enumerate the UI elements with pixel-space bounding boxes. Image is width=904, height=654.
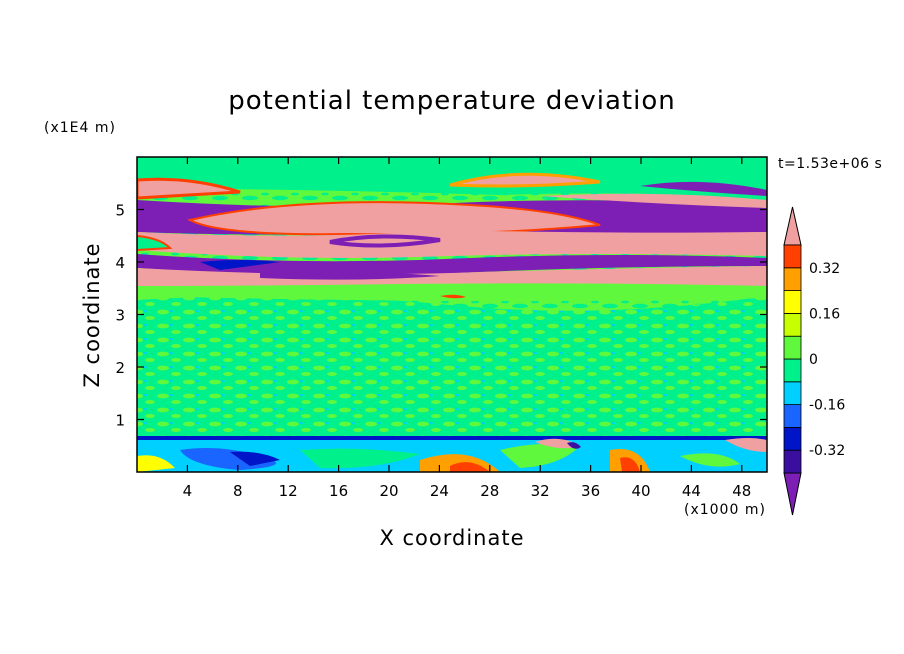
- contour-field: [137, 157, 767, 472]
- colorbar-segment: [783, 358, 802, 383]
- colorbar-segment: [783, 426, 802, 451]
- x-tick-label: 28: [480, 482, 499, 500]
- x-tick-label: 44: [682, 482, 701, 500]
- x-tick-label: 36: [581, 482, 600, 500]
- x-tick-label: 12: [279, 482, 298, 500]
- colorbar-max-arrow: [783, 206, 802, 246]
- time-label: t=1.53e+06 s: [778, 156, 883, 172]
- y-tick-label: 2: [115, 359, 125, 377]
- colorbar-segment: [783, 267, 802, 291]
- x-tick-label: 32: [531, 482, 550, 500]
- colorbar-segment: [783, 335, 802, 360]
- colorbar-tick-label: -0.32: [809, 443, 845, 459]
- y-axis: 1 2 3 4 5: [115, 202, 767, 430]
- colorbar-segment: [783, 312, 802, 337]
- colorbar-segment: [783, 244, 802, 269]
- colorbar-tick-label: 0.32: [809, 261, 840, 277]
- colorbar-segment: [783, 381, 802, 405]
- colorbar-segment: [783, 449, 802, 474]
- x-tick-label: 40: [631, 482, 650, 500]
- x-unit-label: (x1000 m): [684, 502, 766, 518]
- x-tick-label: 8: [233, 482, 243, 500]
- colorbar: 0.32 0.16 0 -0.16 -0.32: [783, 206, 845, 516]
- x-tick-label: 20: [379, 482, 398, 500]
- y-axis-label: Z coordinate: [80, 242, 104, 388]
- colorbar-tick-label: 0.16: [809, 306, 840, 322]
- positive-band-upper: [187, 201, 601, 236]
- x-tick-label: 24: [430, 482, 449, 500]
- positive-band-lowest: [137, 266, 767, 286]
- colorbar-min-arrow: [783, 472, 802, 516]
- colorbar-segment: [783, 290, 802, 314]
- y-tick-label: 3: [115, 307, 125, 325]
- positive-band-middle: [137, 230, 767, 258]
- x-axis: 4 8 12 16 20 24 28 32 36 40 44 48: [183, 157, 751, 500]
- y-tick-label: 5: [115, 202, 125, 220]
- mid-level-region: [137, 330, 767, 440]
- y-tick-label: 1: [115, 412, 125, 430]
- negative-band-lower: [137, 254, 767, 276]
- colorbar-tick-label: -0.16: [809, 398, 845, 414]
- chart-title: potential temperature deviation: [228, 86, 676, 116]
- y-unit-label: (x1E4 m): [44, 120, 116, 136]
- y-tick-label: 4: [115, 254, 125, 272]
- x-tick-label: 48: [732, 482, 751, 500]
- colorbar-segment: [783, 404, 802, 428]
- x-axis-label: X coordinate: [379, 526, 525, 550]
- colorbar-tick-label: 0: [809, 352, 818, 368]
- x-tick-label: 4: [183, 482, 193, 500]
- x-tick-label: 16: [329, 482, 348, 500]
